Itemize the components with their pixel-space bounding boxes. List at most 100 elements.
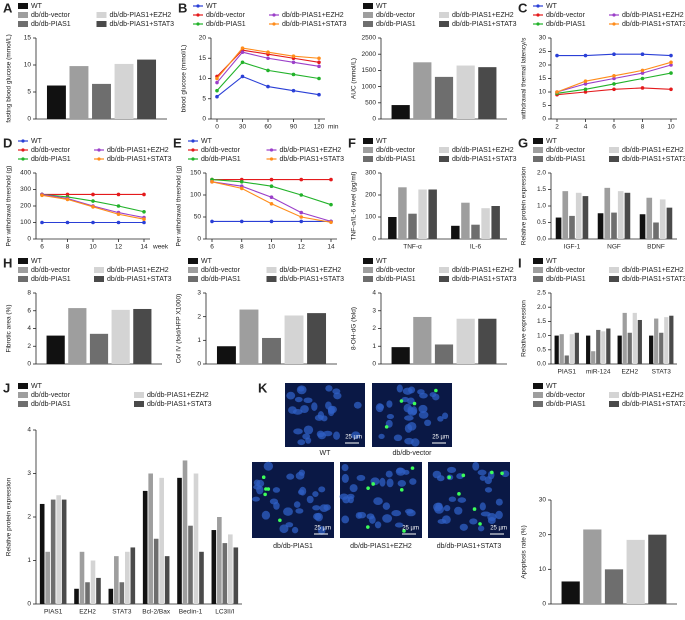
nucleus	[295, 508, 304, 514]
nucleus	[480, 511, 491, 517]
legend-label: db/db-PIAS1	[546, 401, 586, 408]
bar	[239, 309, 259, 364]
bar	[39, 503, 45, 604]
point	[640, 76, 645, 81]
tunel-signal	[261, 475, 266, 480]
point	[91, 220, 95, 225]
nucleus	[291, 526, 299, 534]
y-axis-label: Relative protein expression	[521, 166, 528, 245]
bar	[46, 335, 65, 364]
y-tick-label: 2500	[362, 35, 377, 42]
legend-label: WT	[546, 258, 558, 265]
legend-swatch	[363, 12, 373, 18]
legend-label: db/db-PIAS1+EZH2	[452, 147, 514, 154]
x-tick-label: 6	[40, 244, 44, 251]
x-tick-label: 10	[89, 244, 97, 251]
point	[269, 177, 274, 182]
y-tick-label: 0	[542, 601, 546, 608]
nucleus	[322, 430, 333, 437]
point	[299, 177, 304, 182]
legend-label: WT	[201, 138, 213, 145]
legend-label: db/db-PIAS1+EZH2	[622, 147, 684, 154]
legend-label: WT	[546, 138, 558, 145]
nucleus	[386, 414, 395, 420]
legend-swatch	[94, 276, 104, 282]
panel-letter: E	[173, 135, 182, 150]
point	[65, 197, 70, 202]
nucleus	[327, 407, 335, 417]
x-tick-label: TNF-α	[403, 244, 422, 251]
legend-swatch	[533, 138, 543, 144]
legend-marker	[612, 22, 616, 26]
x-tick-label: 12	[115, 244, 123, 251]
point	[215, 88, 219, 93]
scale-label: 25 µm	[314, 526, 331, 532]
legend-label: db/db-vector	[376, 12, 416, 19]
x-tick-label: IGF-1	[564, 244, 581, 251]
nucleus	[303, 397, 313, 404]
point	[291, 72, 296, 77]
point	[317, 92, 321, 97]
x-axis-label: week	[152, 244, 169, 251]
bar	[391, 105, 410, 119]
bar	[478, 67, 497, 119]
tunel-signal	[399, 399, 404, 403]
legend-swatch	[363, 258, 373, 264]
bar	[604, 569, 624, 604]
micrograph-label: db/db-PIAS1+STAT3	[437, 543, 502, 550]
bar	[79, 551, 85, 604]
nucleus	[396, 384, 403, 393]
micrograph-label: db/db-vector	[393, 450, 433, 457]
legend-swatch	[188, 267, 198, 273]
nucleus	[317, 526, 326, 535]
legend-label: db/db-PIAS1	[31, 276, 71, 283]
y-tick-label: 2000	[362, 51, 377, 58]
legend-label: WT	[546, 3, 558, 10]
x-tick-label: 4	[584, 124, 588, 131]
panel-letter: G	[518, 135, 528, 150]
bar	[50, 499, 56, 604]
bar	[177, 477, 182, 604]
y-tick-label: 300	[365, 170, 376, 177]
legend-label: db/db-PIAS1+STAT3	[452, 276, 517, 283]
point	[65, 220, 70, 225]
legend-swatch	[18, 401, 28, 407]
y-tick-label: 0	[372, 116, 376, 123]
micrograph	[428, 462, 510, 538]
legend-label: db/db-PIAS1+EZH2	[107, 147, 169, 154]
legend-marker	[191, 157, 195, 161]
legend-label: db/db-PIAS1	[31, 156, 71, 163]
bar	[591, 351, 596, 364]
y-tick-label: 0	[372, 361, 376, 368]
nucleus	[424, 419, 432, 427]
point	[555, 90, 559, 94]
legend-swatch	[533, 392, 543, 398]
legend-swatch	[609, 276, 619, 282]
bar	[632, 312, 637, 364]
bar	[569, 215, 575, 239]
bar	[148, 473, 153, 604]
bar	[637, 319, 642, 364]
nucleus	[333, 431, 341, 440]
point	[266, 56, 270, 61]
y-tick-label: 0.5	[537, 347, 546, 354]
y-tick-label: 1.5	[537, 318, 546, 325]
legend-label: WT	[31, 138, 43, 145]
nucleus	[323, 504, 331, 511]
nucleus	[252, 496, 260, 502]
point	[142, 217, 146, 221]
tunel-signal	[402, 529, 406, 533]
legend-label: db/db-PIAS1+EZH2	[147, 392, 209, 399]
y-tick-label: 1	[27, 557, 31, 564]
nucleus	[386, 400, 393, 408]
legend-swatch	[439, 147, 449, 153]
y-tick-label: 2.0	[537, 304, 546, 311]
bar	[596, 329, 601, 364]
x-tick-label: 14	[140, 244, 148, 251]
point	[583, 87, 588, 92]
panel-letter: D	[3, 135, 12, 150]
point	[329, 177, 333, 182]
bar	[428, 189, 437, 239]
x-tick-label: miR-124	[586, 369, 611, 376]
bar	[617, 191, 624, 239]
